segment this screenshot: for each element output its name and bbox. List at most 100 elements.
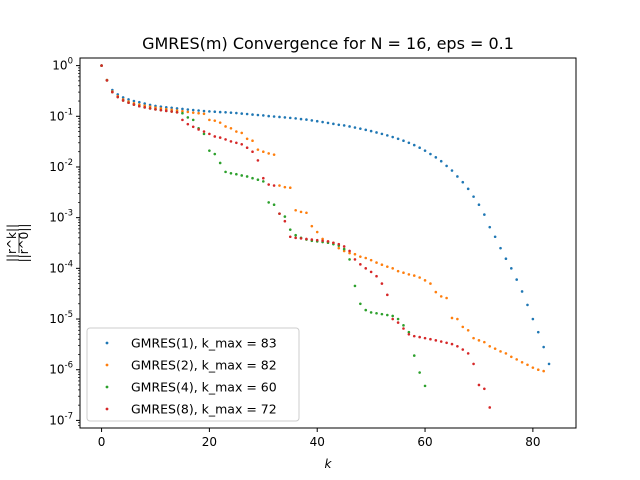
data-point (407, 141, 411, 145)
x-tick-label: 60 (417, 435, 432, 449)
data-point (353, 284, 357, 288)
data-point (154, 108, 157, 111)
x-tick-label: 20 (202, 435, 217, 449)
data-point (434, 339, 438, 342)
data-point (288, 186, 292, 189)
data-point (278, 212, 281, 215)
data-point (224, 110, 227, 114)
legend-label: GMRES(4), k_max = 60 (131, 380, 277, 395)
data-point (197, 109, 200, 112)
data-point (272, 115, 276, 118)
data-point (450, 342, 454, 346)
data-point (386, 293, 389, 297)
data-point (235, 172, 238, 176)
x-tick-label: 80 (525, 435, 540, 449)
data-point (256, 113, 260, 117)
data-point (105, 79, 109, 82)
data-point (245, 137, 249, 141)
data-point (267, 201, 270, 204)
data-point (181, 118, 184, 122)
data-point (536, 330, 540, 334)
data-point (202, 132, 206, 136)
data-point (342, 247, 346, 251)
data-point (208, 110, 211, 113)
data-point (229, 126, 233, 130)
data-point (353, 258, 357, 261)
data-point (348, 125, 351, 128)
data-point (386, 313, 389, 317)
data-point (369, 258, 373, 262)
data-point (235, 111, 238, 115)
data-point (477, 339, 481, 342)
series-layer (100, 64, 551, 409)
data-point (240, 131, 244, 135)
data-point (127, 98, 130, 101)
data-point (272, 153, 276, 156)
data-point (310, 224, 314, 228)
data-point (262, 180, 265, 183)
x-axis-label: k (325, 457, 333, 471)
legend-marker (105, 385, 109, 389)
data-point (262, 114, 265, 117)
data-point (278, 184, 281, 187)
data-point (402, 271, 405, 275)
y-axis: 100 10-1 10-2 10-3 10-4 10-5 10-6 10-7 (49, 57, 80, 427)
data-point (391, 135, 394, 139)
data-point (412, 354, 416, 357)
data-point (251, 150, 254, 154)
legend-label: GMRES(2), k_max = 82 (131, 358, 277, 373)
data-point (499, 246, 502, 250)
legend-marker (105, 363, 109, 367)
data-point (542, 369, 545, 373)
data-point (445, 164, 448, 168)
data-point (326, 121, 330, 125)
data-point (208, 132, 211, 136)
data-point (267, 183, 270, 186)
series-1 (100, 64, 551, 366)
y-tick-label: 10-5 (49, 310, 73, 326)
data-point (456, 344, 459, 348)
data-point (245, 112, 249, 116)
data-point (359, 263, 362, 266)
data-point (191, 108, 195, 112)
data-point (213, 135, 217, 138)
data-point (267, 152, 270, 155)
data-point (456, 317, 459, 321)
data-point (121, 96, 125, 99)
data-point (321, 239, 324, 243)
data-point (299, 210, 303, 214)
data-point (412, 143, 416, 147)
data-point (353, 126, 357, 129)
data-point (536, 368, 540, 372)
data-point (305, 237, 308, 241)
data-point (175, 107, 179, 110)
data-point (148, 107, 152, 110)
data-point (364, 128, 368, 132)
data-point (143, 102, 146, 105)
data-point (380, 132, 384, 136)
data-point (256, 159, 260, 162)
data-point (315, 230, 319, 234)
legend-box (86, 327, 300, 422)
y-tick-label: 100 (52, 57, 73, 73)
y-tick-label: 10-6 (49, 361, 73, 377)
data-point (332, 122, 335, 126)
data-point (396, 317, 400, 321)
data-point (186, 122, 190, 126)
data-point (208, 149, 211, 152)
data-point (294, 117, 297, 120)
data-point (364, 308, 368, 312)
chart-title: GMRES(m) Convergence for N = 16, eps = 0… (142, 34, 514, 53)
data-point (121, 99, 125, 102)
data-point (472, 195, 475, 198)
data-point (245, 175, 249, 178)
data-point (321, 120, 324, 124)
data-point (466, 328, 470, 332)
data-point (235, 141, 238, 145)
data-point (202, 109, 206, 113)
data-point (159, 108, 163, 112)
data-point (181, 107, 184, 111)
data-point (181, 109, 184, 113)
data-point (515, 278, 518, 281)
